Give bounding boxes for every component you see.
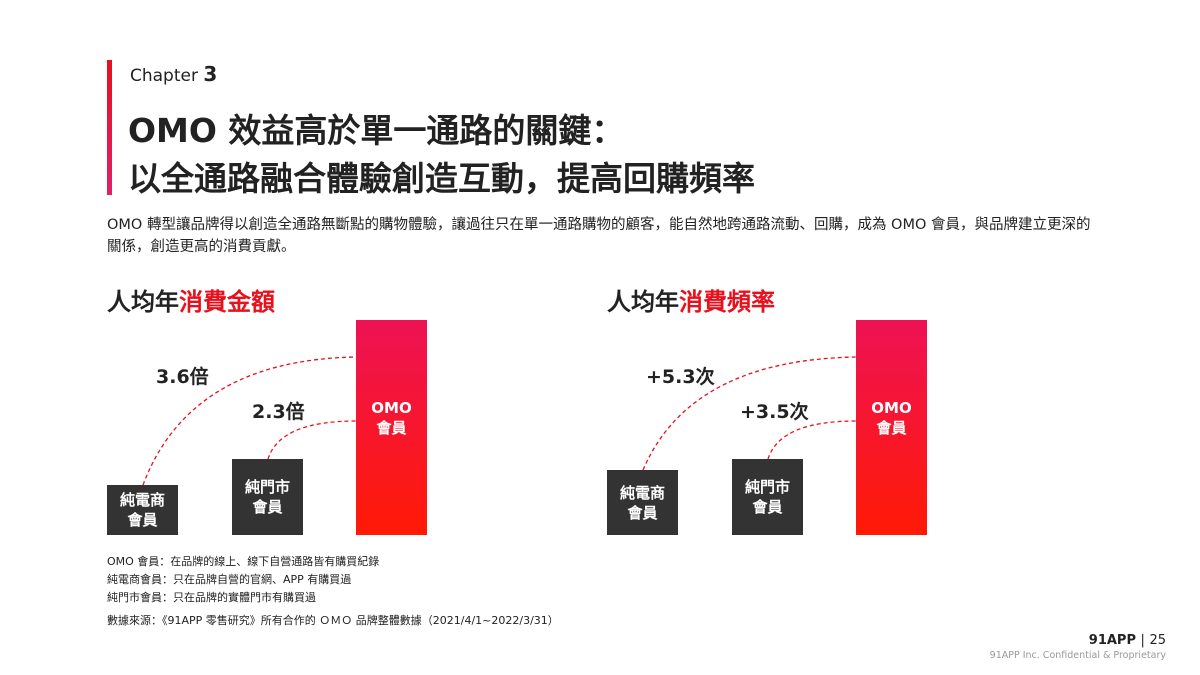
bar-label: 會員 [252,498,283,516]
chart-panel [607,320,927,535]
intro-text: OMO 轉型讓品牌得以創造全通路無斷點的購物體驗，讓過往只在單一通路購物的顧客，… [107,217,1091,255]
panel-title: 人均年消費金額 [107,282,275,317]
title-prefix: 人均年 [607,288,679,316]
multiplier: +5.3次 [646,366,715,388]
source: 數據來源：《91APP 零售研究》所有合作的 ＯＭＯ 品牌整體數據（2021/4… [107,614,559,627]
chapter-number: 3 [203,62,218,86]
bar-label: OMO [871,399,912,417]
bar [856,320,927,535]
note: 純電商會員：只在品牌自營的官網、APP 有購買過 [107,573,352,586]
bar-label: 會員 [376,419,407,437]
connector [767,420,857,460]
title-prefix: 人均年 [107,288,179,316]
panel-title: 人均年消費頻率 [607,282,775,317]
multiplier: 2.3倍 [252,401,305,423]
page-number: 25 [1149,633,1166,648]
bar [356,320,427,535]
chapter-label: Chapter [130,66,198,86]
multiplier: +3.5次 [740,401,809,423]
footer-page: 91APP | 25 [1088,633,1166,648]
bar-label: 純電商 [119,491,165,509]
bar [232,459,303,535]
bar-label: 會員 [127,511,158,529]
title-line: 以全通路融合體驗創造互動，提高回購頻率 [128,159,755,198]
title-highlight: 消費頻率 [679,288,775,316]
brand: 91APP [1088,633,1136,648]
accent-bar [107,60,112,195]
bar-label: 會員 [876,419,907,437]
multiplier: 3.6倍 [156,366,209,388]
chart-panel [107,320,427,535]
note: OMO 會員：在品牌的線上、線下自營通路皆有購買紀錄 [107,555,380,568]
bar-label: 純門市 [244,478,290,496]
bar [607,470,678,535]
bar-label: 純門市 [744,478,790,496]
title-line: OMO 效益高於單一通路的關鍵： [128,111,625,150]
connector [267,420,357,460]
bar [732,459,803,535]
connector [142,356,357,486]
note: 純門市會員：只在品牌的實體門市有購買過 [107,591,316,604]
bar-label: 純電商 [619,483,665,502]
connector [642,356,857,471]
bar-label: OMO [371,399,412,417]
bar [107,485,178,535]
bar-label: 會員 [752,498,783,516]
bar-label: 會員 [627,503,658,522]
confidential: 91APP Inc. Confidential & Proprietary [989,650,1166,661]
chapter: Chapter 3 [130,62,217,86]
title-highlight: 消費金額 [179,288,275,316]
